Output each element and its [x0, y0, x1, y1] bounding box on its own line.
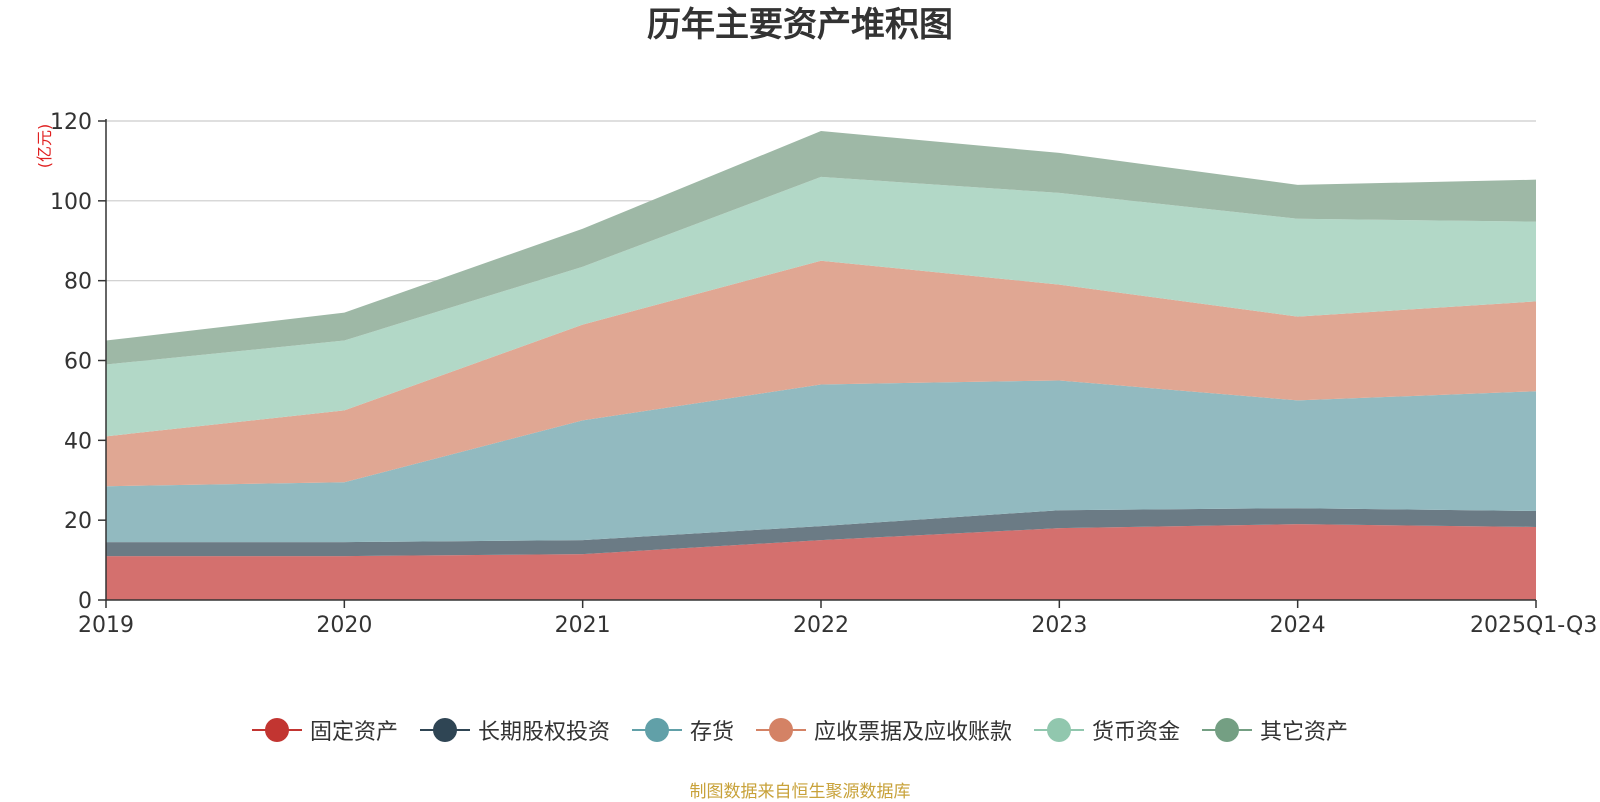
- legend-label: 长期股权投资: [477, 720, 610, 745]
- area-series-5: [106, 130, 1536, 365]
- legend-marker-icon: [1034, 717, 1085, 743]
- legend-label: 货币资金: [1092, 720, 1181, 745]
- y-tick-label-100: 100: [50, 190, 92, 215]
- legend-marker-icon: [756, 717, 806, 743]
- x-tick-label-1: 2020: [316, 613, 372, 638]
- legend: 固定资产 长期股权投资 存货 应收票据及应收账款 货币资金 其它资产: [0, 714, 1600, 746]
- legend-item-1[interactable]: 长期股权投资: [419, 714, 610, 746]
- x-tick-label-3: 2022: [793, 613, 849, 638]
- legend-label: 应收票据及应收账款: [814, 720, 1013, 745]
- area-series-2: [106, 380, 1536, 543]
- legend-marker-icon: [1202, 717, 1253, 743]
- legend-item-2[interactable]: 存货: [631, 714, 734, 746]
- legend-item-0[interactable]: 固定资产: [251, 714, 398, 746]
- x-tick-label-0: 2019: [78, 613, 134, 638]
- area-series-0: [106, 524, 1536, 600]
- y-tick-label-60: 60: [64, 350, 92, 375]
- legend-label: 固定资产: [309, 720, 398, 745]
- y-tick-label-20: 20: [64, 509, 92, 534]
- legend-marker-icon: [631, 717, 682, 743]
- y-tick-label-0: 0: [78, 589, 92, 614]
- stacked-areas: [106, 130, 1536, 600]
- x-tick-label-4: 2023: [1031, 613, 1087, 638]
- y-tick-label-120: 120: [50, 110, 92, 135]
- y-axis-unit-label: (亿元): [35, 124, 54, 169]
- source-note: 制图数据来自恒生聚源数据库: [689, 782, 911, 802]
- legend-item-5[interactable]: 其它资产: [1202, 714, 1348, 746]
- area-series-3: [106, 260, 1536, 487]
- axes: 0 20 40 60 80 100 120 2019 2020 2021 2022 2023 2024 2…: [50, 110, 1597, 638]
- x-tick-label-6: 2025Q1-Q3: [1470, 613, 1597, 638]
- legend-marker-icon: [419, 717, 470, 743]
- legend-item-4[interactable]: 货币资金: [1034, 714, 1180, 746]
- y-tick-label-40: 40: [64, 429, 92, 454]
- y-tick-label-80: 80: [64, 270, 92, 295]
- x-tick-label-2: 2021: [555, 613, 611, 638]
- x-tick-label-5: 2024: [1270, 613, 1326, 638]
- legend-label: 其它资产: [1260, 720, 1349, 745]
- legend-marker-icon: [251, 717, 302, 743]
- legend-label: 存货: [689, 720, 734, 745]
- area-series-1: [106, 508, 1536, 557]
- area-series-4: [106, 176, 1536, 437]
- legend-item-3[interactable]: 应收票据及应收账款: [756, 714, 1012, 746]
- chart-title: 历年主要资产堆积图: [647, 5, 953, 45]
